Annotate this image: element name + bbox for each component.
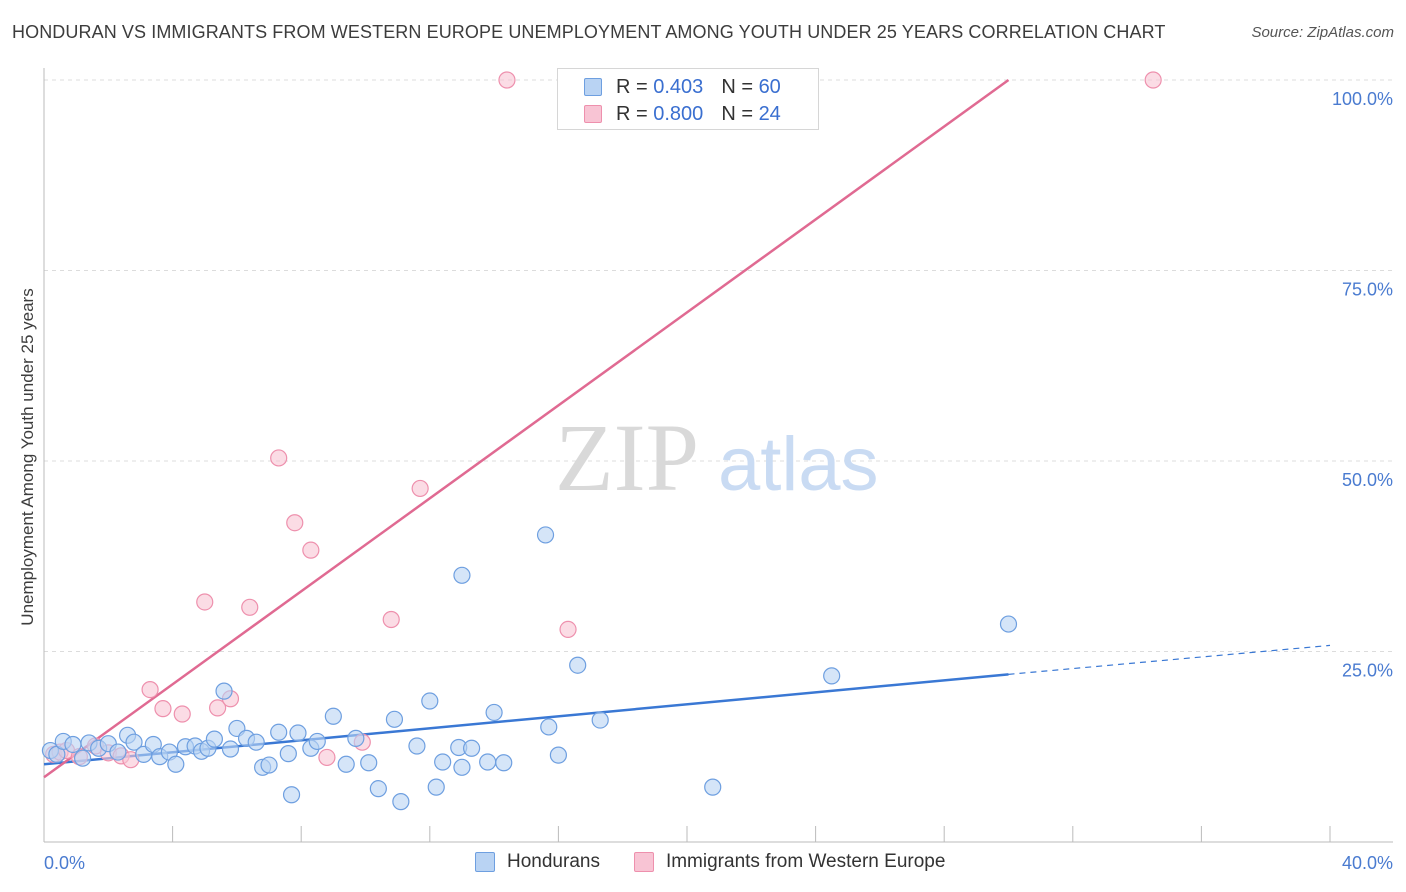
data-point-immigrants [559,620,577,639]
data-point-immigrants [286,514,304,532]
data-point-immigrants [141,680,159,699]
data-point-immigrants [270,449,288,467]
legend-n-label: N = [721,102,753,125]
legend-r-label: R = [616,75,648,98]
source-credit: Source: ZipAtlas.com [1251,24,1394,41]
legend-r-value: 0.403 [653,75,704,98]
data-point-hondurans [109,743,127,761]
data-point-hondurans [453,566,471,584]
legend-n-label: N = [721,75,753,98]
data-point-hondurans [347,729,365,747]
data-point-immigrants [1144,71,1162,89]
data-point-hondurans [421,692,439,710]
data-point-hondurans [549,746,568,764]
stats-legend: R = 0.403 N = 60 R = 0.800 N = 24 [557,68,819,130]
series-legend: Hondurans Immigrants from Western Europe [475,851,979,873]
data-point-hondurans [279,745,297,763]
y-tick-label: 25.0% [1342,661,1393,681]
x-tick-max: 40.0% [1342,853,1393,873]
data-point-hondurans [270,723,288,741]
legend-item-immigrants: Immigrants from Western Europe [633,851,946,873]
data-point-hondurans [704,778,722,796]
data-point-hondurans [569,656,587,674]
x-tick-min: 0.0% [44,853,85,873]
legend-row-immigrants: R = 0.800 N = 24 [584,102,781,126]
data-point-immigrants [241,598,259,616]
data-point-hondurans [385,710,404,728]
data-point-hondurans [540,718,558,736]
watermark-zip: ZIP [555,404,699,511]
data-point-immigrants [173,705,191,723]
legend-swatch-blue [584,78,602,96]
trend-line-immigrants [43,78,1010,779]
data-point-hondurans [408,737,426,755]
data-point-hondurans [167,755,185,773]
data-point-hondurans [479,753,497,771]
y-tick-labels: 25.0% 50.0% 75.0% 100.0% [1332,89,1393,681]
data-point-hondurans [308,732,326,751]
data-point-hondurans [360,754,378,772]
data-point-hondurans [462,739,481,757]
data-point-hondurans [215,682,233,700]
data-point-hondurans [434,753,452,771]
gridlines [44,79,1393,652]
data-point-hondurans [205,730,223,748]
data-point-hondurans [125,733,143,751]
data-point-hondurans [453,758,471,776]
legend-swatch-blue [475,852,495,872]
y-tick-label: 75.0% [1342,280,1393,300]
legend-swatch-pink [633,852,654,872]
axes [43,68,1393,843]
data-point-hondurans [495,754,513,772]
watermark-atlas: atlas [718,422,879,507]
data-point-hondurans [324,707,342,725]
data-point-hondurans [369,780,387,798]
data-point-hondurans [64,735,82,754]
data-point-immigrants [302,541,320,559]
data-point-immigrants [382,610,400,629]
data-point-immigrants [196,593,214,611]
data-point-hondurans [999,615,1018,633]
data-point-hondurans [73,749,92,767]
legend-item-hondurans: Hondurans [475,851,600,873]
data-point-immigrants [154,700,172,718]
data-point-hondurans [260,756,278,774]
data-point-immigrants [209,699,227,717]
data-point-hondurans [221,740,240,758]
data-point-hondurans [427,778,445,796]
legend-label: Hondurans [507,851,600,872]
legend-r-label: R = [616,102,648,125]
legend-swatch-pink [584,105,602,123]
series-hondurans-points [41,526,1018,811]
legend-label: Immigrants from Western Europe [665,851,946,872]
chart-title: HONDURAN VS IMMIGRANTS FROM WESTERN EURO… [12,22,1166,42]
data-point-hondurans [823,667,841,685]
y-tick-label: 50.0% [1342,470,1393,490]
data-point-immigrants [411,479,429,498]
data-point-hondurans [282,786,301,804]
legend-n-value: 60 [758,75,781,98]
trend-line-hondurans-extension [1008,644,1331,675]
data-point-immigrants [498,71,516,89]
data-point-hondurans [591,711,609,729]
data-point-hondurans [536,526,555,544]
data-point-hondurans [392,793,410,811]
data-point-hondurans [337,755,355,773]
y-axis-label: Unemployment Among Youth under 25 years [18,288,37,625]
legend-r-value: 0.800 [653,102,704,125]
legend-row-hondurans: R = 0.403 N = 60 [584,75,781,99]
y-tick-label: 100.0% [1332,89,1393,109]
data-point-hondurans [247,733,265,751]
data-point-immigrants [318,748,336,767]
data-point-hondurans [289,724,307,742]
data-point-hondurans [485,703,503,722]
legend-n-value: 24 [758,102,781,125]
